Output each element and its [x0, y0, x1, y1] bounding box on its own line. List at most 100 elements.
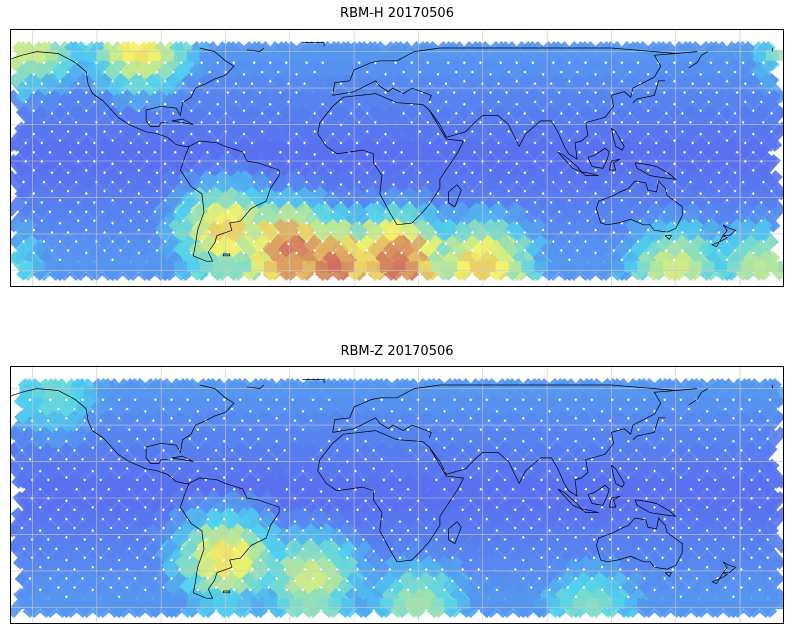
swath-polar-cell — [650, 598, 664, 610]
swath-polar-cell — [71, 386, 85, 398]
swath-polar-cell — [122, 386, 137, 398]
swath-polar-cell — [366, 49, 381, 61]
coastline — [632, 417, 666, 440]
swath-polar-cell — [559, 49, 574, 61]
swath-polar-cell — [662, 49, 677, 61]
coastline — [587, 484, 610, 506]
coastline — [448, 184, 462, 208]
swath-polar-cell — [199, 49, 214, 61]
swath-polar-cell — [405, 386, 420, 398]
swath-polar-cell — [778, 49, 783, 61]
swath-polar-cell — [289, 598, 304, 610]
swath-polar-cell — [547, 261, 561, 273]
swath-polar-cell — [161, 261, 175, 273]
swath-polar-cell — [508, 261, 523, 273]
swath-polar-cell — [431, 598, 446, 610]
swath-polar-cell — [251, 598, 266, 610]
coastline — [332, 47, 698, 96]
swath-polar-cell — [662, 261, 677, 273]
swath-polar-cell — [405, 598, 420, 610]
swath-polar-cell — [662, 598, 677, 610]
coastline — [608, 158, 621, 171]
swath-polar-cell — [366, 598, 381, 610]
swath-polar-cell — [572, 49, 587, 61]
map-canvas-rbm-h — [11, 30, 783, 286]
swath-polar-cell — [366, 386, 381, 398]
swath-polar-cell — [547, 598, 561, 610]
swath-polar-cell — [289, 49, 304, 61]
swath-segment — [15, 394, 45, 425]
swath-polar-cell — [238, 598, 253, 610]
swath-polar-cell — [740, 49, 754, 61]
swath-segment — [751, 394, 780, 425]
coastline — [332, 417, 432, 439]
swath-polar-cell — [45, 261, 60, 273]
swath-polar-cell — [199, 386, 214, 398]
swath-polar-cell — [225, 261, 240, 273]
swath-polar-cell — [701, 49, 716, 61]
swath-polar-cell — [199, 598, 214, 610]
coastline — [246, 384, 265, 389]
swath-polar-cell — [482, 261, 497, 273]
swath-polar-cell — [328, 261, 343, 273]
swath-polar-cell — [624, 261, 639, 273]
swath-polar-cell — [701, 386, 716, 398]
swath-polar-cell — [637, 598, 652, 610]
swath-polar-cell — [714, 49, 729, 61]
coastline — [145, 113, 168, 127]
swath-polar-cell — [444, 386, 459, 398]
swath-polar-cell — [199, 261, 214, 273]
swath-polar-cell — [354, 386, 368, 398]
swath-polar-cell — [173, 261, 188, 273]
swath-polar-cell — [559, 386, 574, 398]
swath-polar-cell — [727, 386, 742, 398]
coastline — [332, 384, 698, 433]
swath-polar-cell — [71, 261, 85, 273]
coastline — [722, 561, 737, 574]
swath-polar-cell — [727, 49, 742, 61]
swath-polar-cell — [225, 49, 240, 61]
swath-polar-cell — [122, 261, 137, 273]
swath-polar-cell — [276, 49, 291, 61]
swath-polar-cell — [148, 261, 163, 273]
coastline — [711, 572, 728, 585]
coastline — [664, 572, 673, 577]
swath-polar-cell — [675, 261, 690, 273]
swath-polar-cell — [559, 598, 574, 610]
swath-polar-cell — [688, 386, 703, 398]
swath-polar-cell — [264, 49, 278, 61]
swath-polar-cell — [611, 49, 626, 61]
swath-polar-cell — [264, 261, 278, 273]
swath-polar-cell — [598, 386, 613, 398]
swath-polar-cell — [161, 598, 175, 610]
coastline — [145, 47, 235, 117]
swath-polar-cell — [418, 261, 433, 273]
swath-polar-cell — [778, 261, 783, 273]
swath-polar-cell — [405, 261, 420, 273]
coastline — [85, 408, 189, 484]
swath-polar-cell — [444, 598, 459, 610]
swath-polar-cell — [637, 386, 652, 398]
swath-polar-cell — [238, 261, 253, 273]
swath-polar-cell — [457, 261, 471, 273]
coastline — [222, 253, 231, 257]
swath-polar-cell — [379, 386, 394, 398]
swath-segment — [749, 121, 778, 152]
coastline — [85, 71, 189, 147]
swath-polar-cell — [534, 49, 549, 61]
swath-polar-cell — [482, 386, 497, 398]
coastline — [222, 590, 231, 594]
swath-polar-cell — [752, 261, 767, 273]
swath-polar-cell — [96, 386, 111, 398]
coastline — [11, 48, 773, 72]
swath-polar-cell — [276, 598, 291, 610]
swath-polar-cell — [379, 49, 394, 61]
swath-segment — [16, 571, 45, 602]
swath-polar-cell — [778, 598, 783, 610]
swath-polar-cell — [611, 386, 626, 398]
swath-polar-cell — [96, 598, 111, 610]
swath-polar-cell — [135, 49, 150, 61]
swath-polar-cell — [341, 386, 356, 398]
coastline — [428, 390, 676, 497]
swath-polar-cell — [547, 49, 561, 61]
